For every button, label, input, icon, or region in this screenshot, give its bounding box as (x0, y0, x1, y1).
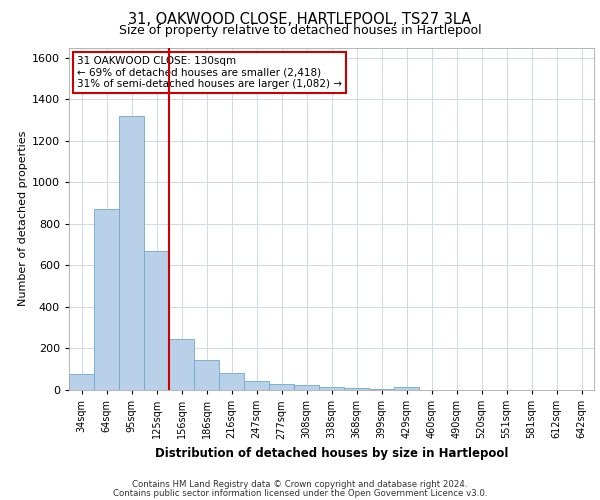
Bar (369, 389, 394, 390)
Bar (94, 210, 119, 390)
Bar (394, 387, 419, 390)
Text: Contains HM Land Registry data © Crown copyright and database right 2024.: Contains HM Land Registry data © Crown c… (132, 480, 468, 489)
Bar (194, 360, 219, 390)
Bar (294, 385, 319, 390)
Bar (244, 380, 269, 390)
X-axis label: Distribution of detached houses by size in Hartlepool: Distribution of detached houses by size … (155, 447, 508, 460)
Bar (119, 116, 144, 390)
Text: 31, OAKWOOD CLOSE, HARTLEPOOL, TS27 3LA: 31, OAKWOOD CLOSE, HARTLEPOOL, TS27 3LA (128, 12, 472, 28)
Bar (319, 387, 344, 390)
Text: Size of property relative to detached houses in Hartlepool: Size of property relative to detached ho… (119, 24, 481, 37)
Bar (219, 374, 244, 390)
Bar (344, 388, 369, 390)
Y-axis label: Number of detached properties: Number of detached properties (17, 131, 28, 306)
Bar (69, 374, 94, 390)
Text: Contains public sector information licensed under the Open Government Licence v3: Contains public sector information licen… (113, 488, 487, 498)
Bar (144, 251, 169, 390)
Bar (169, 339, 194, 390)
Bar (269, 384, 294, 390)
Text: 31 OAKWOOD CLOSE: 130sqm
← 69% of detached houses are smaller (2,418)
31% of sem: 31 OAKWOOD CLOSE: 130sqm ← 69% of detach… (77, 56, 342, 90)
